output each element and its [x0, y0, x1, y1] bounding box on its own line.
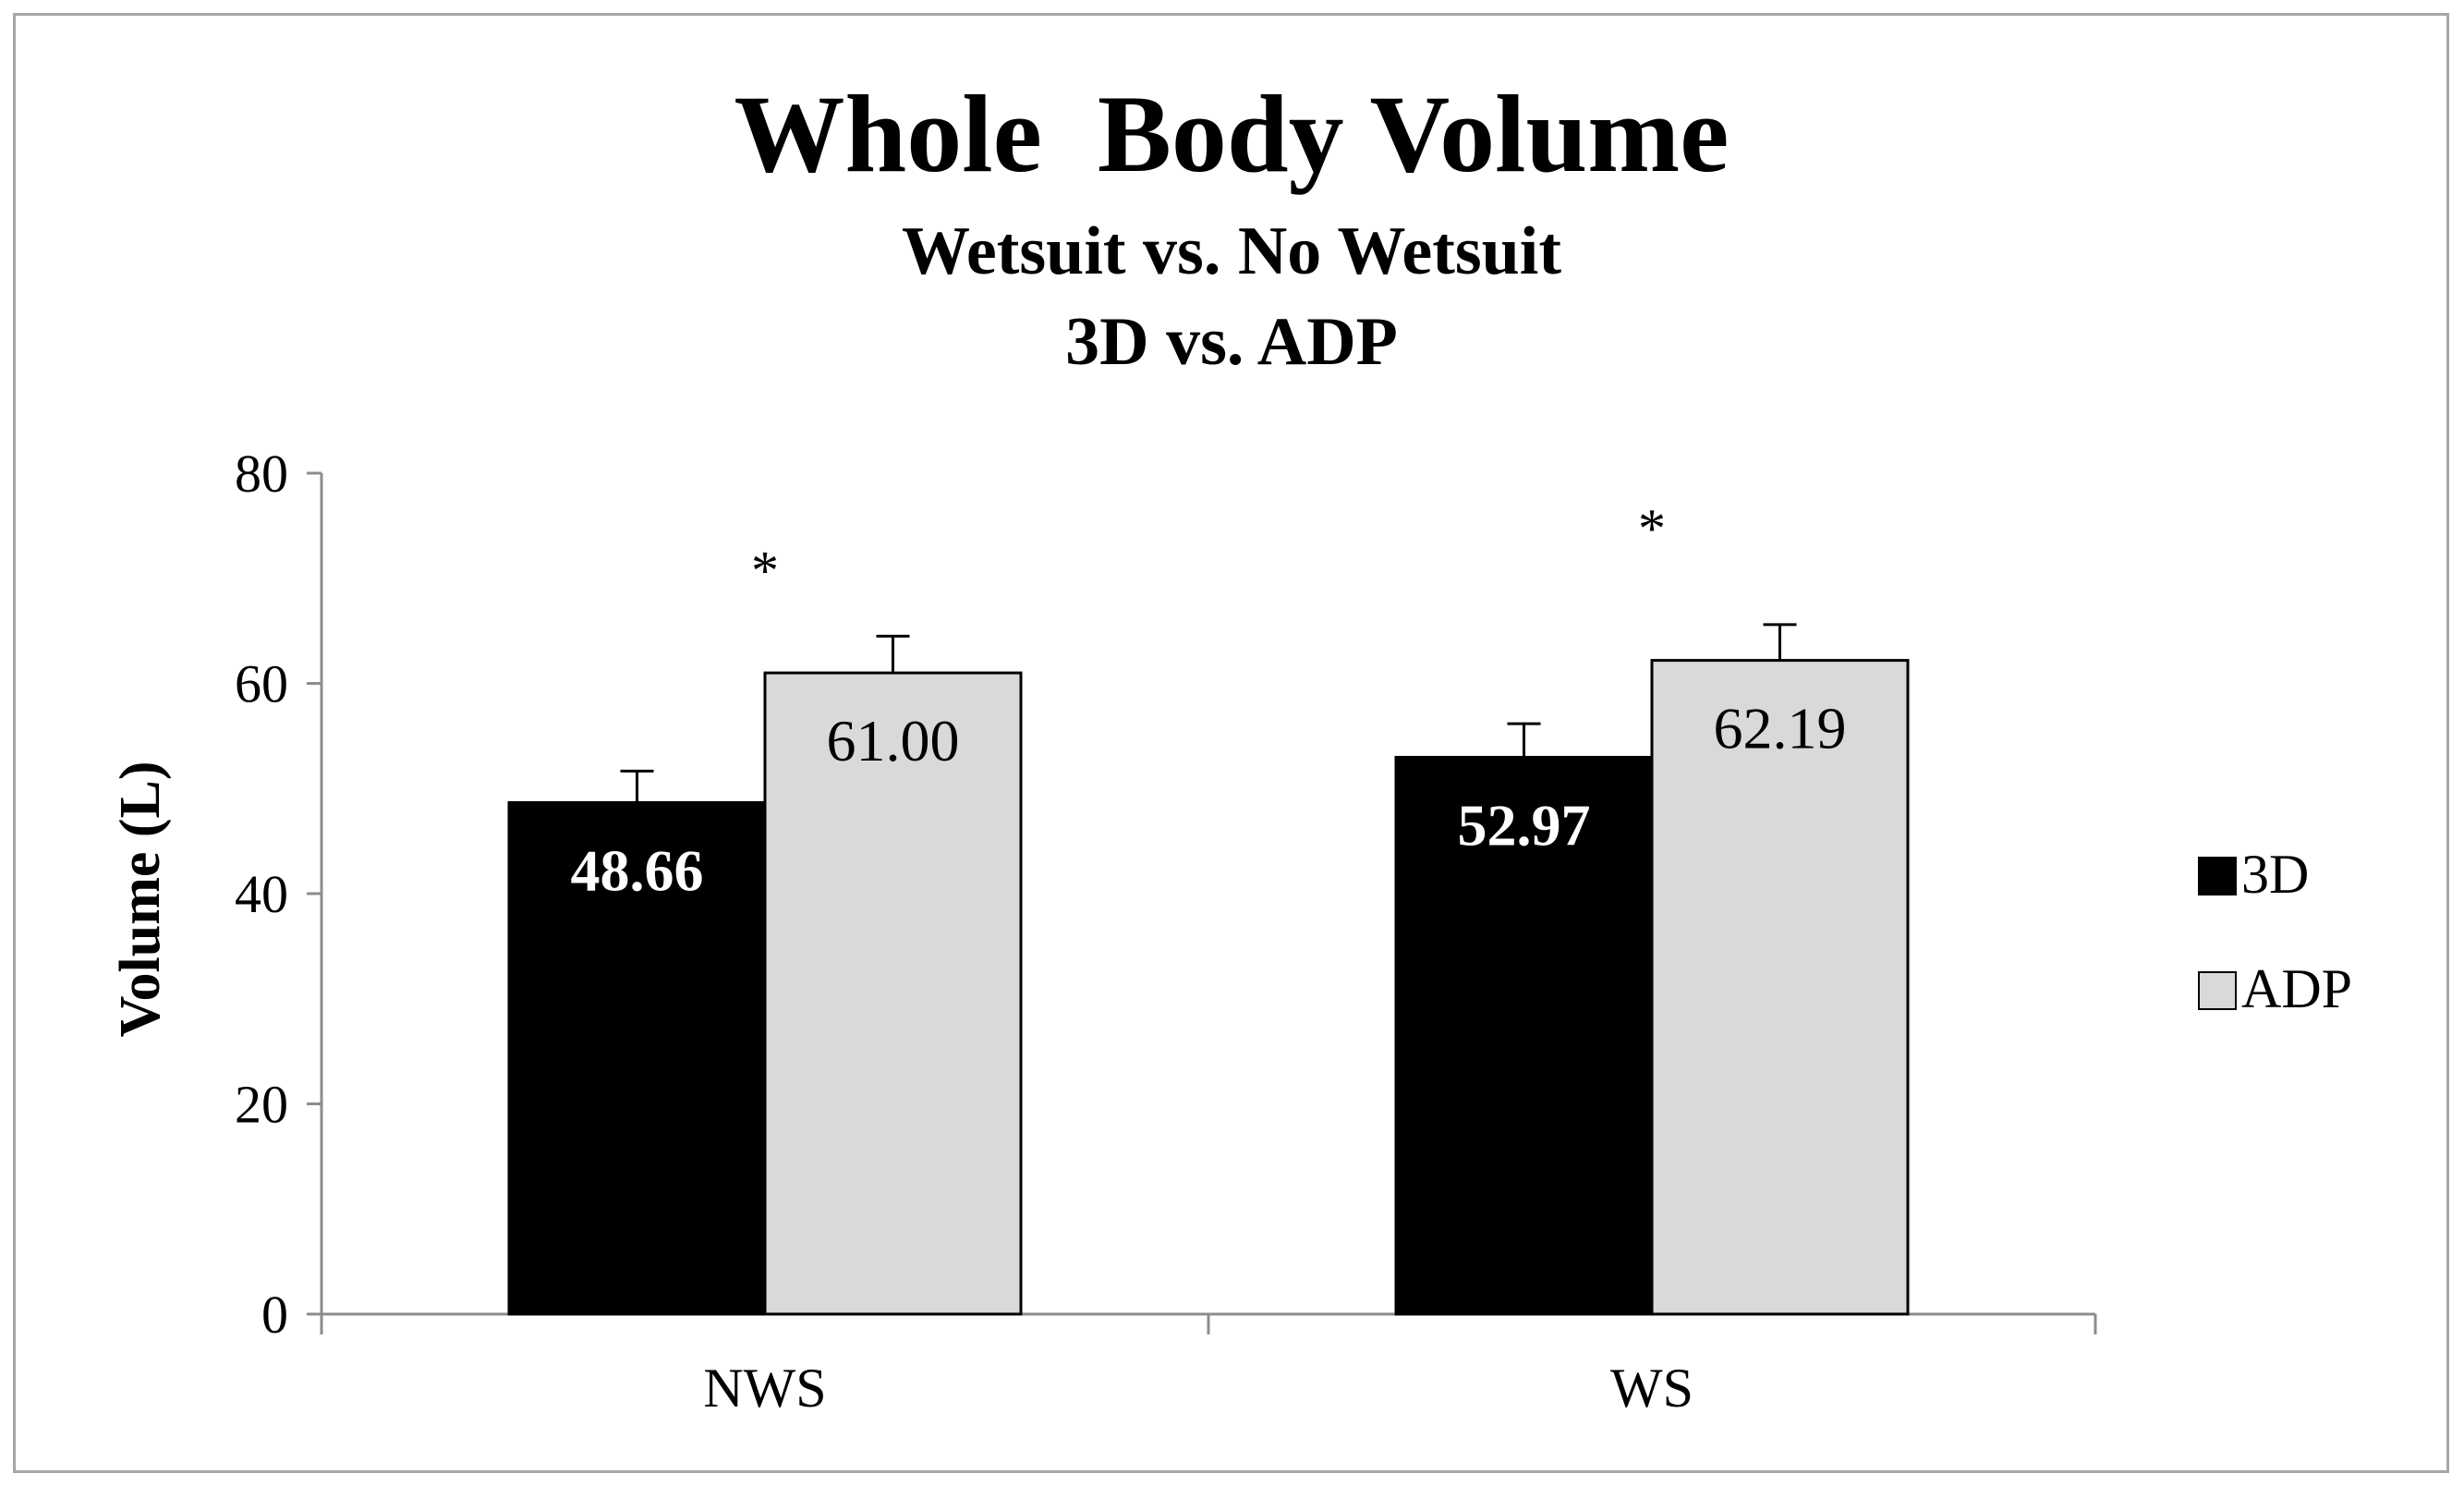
significance-annotations: **	[751, 498, 1666, 602]
error-bars	[620, 623, 1797, 803]
x-tick-label: NWS	[703, 1358, 826, 1419]
legend-label-3d: 3D	[2241, 844, 2309, 905]
y-tick-label: 0	[261, 1285, 288, 1345]
y-tick-label: 20	[235, 1075, 288, 1135]
legend: 3D ADP	[2198, 844, 2352, 1019]
significance-asterisk: *	[1638, 498, 1666, 559]
legend-swatch-adp	[2198, 971, 2237, 1010]
x-tick-label: WS	[1610, 1358, 1693, 1419]
legend-swatch-3d	[2198, 857, 2237, 895]
bars	[507, 659, 1910, 1316]
y-tick-label: 40	[235, 864, 288, 924]
legend-label-adp: ADP	[2241, 958, 2352, 1019]
bar-adp-ws	[1650, 659, 1910, 1316]
bar-adp-nws	[763, 671, 1023, 1316]
x-tick-labels: NWS WS	[703, 1358, 1693, 1419]
y-tick-labels: 0 20 40 60 80	[235, 444, 288, 1345]
bar-3d-ws	[1394, 755, 1654, 1316]
data-label-3d-ws: 52.97	[1458, 792, 1591, 858]
chart-title: Whole Body Volume	[734, 72, 1730, 195]
y-tick-label: 60	[235, 654, 288, 714]
chart-subtitle-line-2: 3D vs. ADP	[1065, 304, 1398, 380]
data-labels: 48.66 61.00 52.97 62.19	[571, 696, 1847, 904]
chart-subtitle-line-1: Wetsuit vs. No Wetsuit	[902, 213, 1561, 289]
data-label-3d-nws: 48.66	[571, 837, 704, 903]
y-axis-label: Volume (L)	[109, 761, 172, 1037]
bar-3d-nws	[507, 800, 767, 1316]
data-label-adp-ws: 62.19	[1714, 696, 1847, 761]
chart-frame	[13, 13, 2449, 1473]
data-label-adp-nws: 61.00	[827, 708, 960, 773]
y-tick-label: 80	[235, 444, 288, 504]
significance-asterisk: *	[751, 540, 779, 601]
